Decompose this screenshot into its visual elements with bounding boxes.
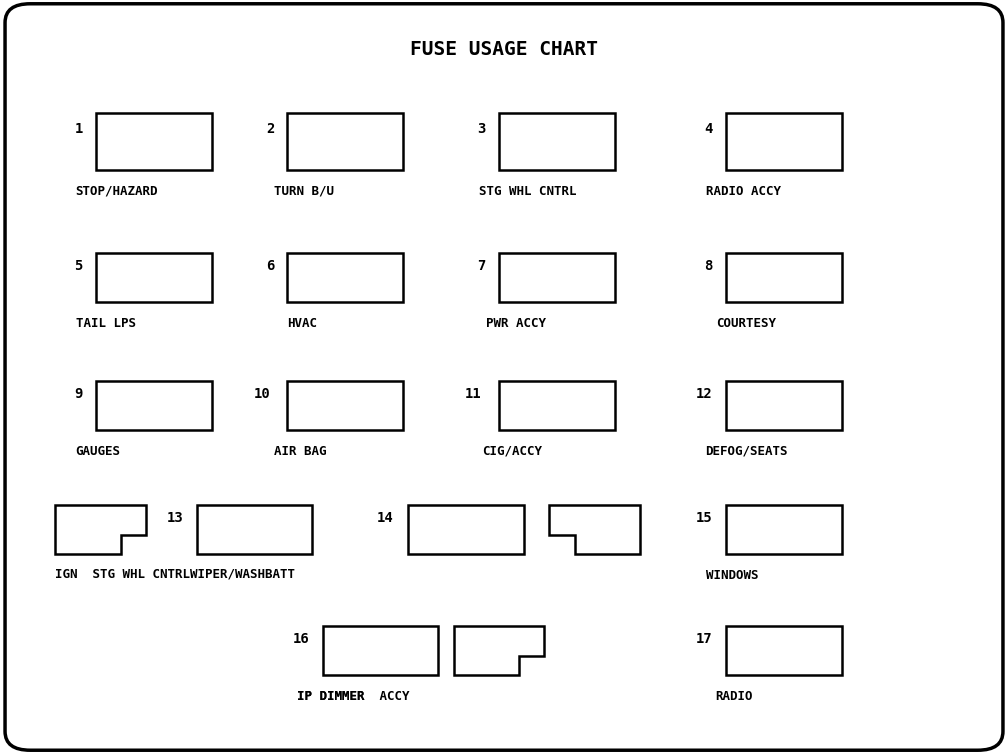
Text: DEFOG/SEATS: DEFOG/SEATS	[706, 445, 788, 458]
Bar	[287, 253, 403, 302]
Bar	[408, 505, 524, 554]
Text: WINDOWS: WINDOWS	[706, 569, 758, 582]
Text: RADIO ACCY: RADIO ACCY	[706, 185, 780, 198]
Text: 8: 8	[705, 259, 713, 273]
Text: 13: 13	[166, 511, 183, 526]
Text: TAIL LPS: TAIL LPS	[76, 317, 136, 329]
Text: RADIO: RADIO	[716, 690, 753, 703]
Bar	[499, 381, 615, 430]
Text: 6: 6	[266, 259, 274, 273]
Bar	[726, 505, 842, 554]
Bar	[726, 381, 842, 430]
Text: 10: 10	[253, 387, 270, 401]
Bar	[197, 505, 312, 554]
Text: STG WHL CNTRL: STG WHL CNTRL	[479, 185, 577, 198]
Text: STOP/HAZARD: STOP/HAZARD	[76, 185, 158, 198]
Text: FUSE USAGE CHART: FUSE USAGE CHART	[410, 39, 598, 59]
Text: 17: 17	[696, 632, 713, 646]
Bar	[287, 381, 403, 430]
Text: IGN  STG WHL CNTRLWIPER/WASHBATT: IGN STG WHL CNTRLWIPER/WASHBATT	[55, 567, 295, 580]
Text: CIG/ACCY: CIG/ACCY	[482, 445, 542, 458]
Polygon shape	[549, 505, 640, 554]
Polygon shape	[454, 626, 544, 675]
Text: 1: 1	[75, 122, 83, 136]
Text: 3: 3	[478, 122, 486, 136]
Bar	[323, 626, 438, 675]
Bar	[726, 113, 842, 170]
Text: 4: 4	[705, 122, 713, 136]
Text: IP DIMMER  ACCY: IP DIMMER ACCY	[297, 690, 410, 703]
Polygon shape	[55, 505, 146, 554]
Text: IP DIMMER: IP DIMMER	[297, 690, 365, 703]
Bar	[499, 113, 615, 170]
Text: 16: 16	[292, 632, 309, 646]
Text: 7: 7	[478, 259, 486, 273]
Text: 14: 14	[376, 511, 393, 526]
Text: COURTESY: COURTESY	[716, 317, 776, 329]
FancyBboxPatch shape	[5, 4, 1003, 750]
Text: 5: 5	[75, 259, 83, 273]
Text: HVAC: HVAC	[287, 317, 318, 329]
Text: TURN B/U: TURN B/U	[274, 185, 335, 198]
Bar	[726, 253, 842, 302]
Bar	[96, 253, 212, 302]
Text: 9: 9	[75, 387, 83, 401]
Text: PWR ACCY: PWR ACCY	[486, 317, 546, 329]
Bar	[287, 113, 403, 170]
Bar	[726, 626, 842, 675]
Text: 11: 11	[465, 387, 482, 401]
Bar	[499, 253, 615, 302]
Bar	[96, 113, 212, 170]
Text: 2: 2	[266, 122, 274, 136]
Text: GAUGES: GAUGES	[76, 445, 121, 458]
Text: AIR BAG: AIR BAG	[274, 445, 327, 458]
Text: 12: 12	[696, 387, 713, 401]
Text: 15: 15	[696, 511, 713, 526]
Bar	[96, 381, 212, 430]
